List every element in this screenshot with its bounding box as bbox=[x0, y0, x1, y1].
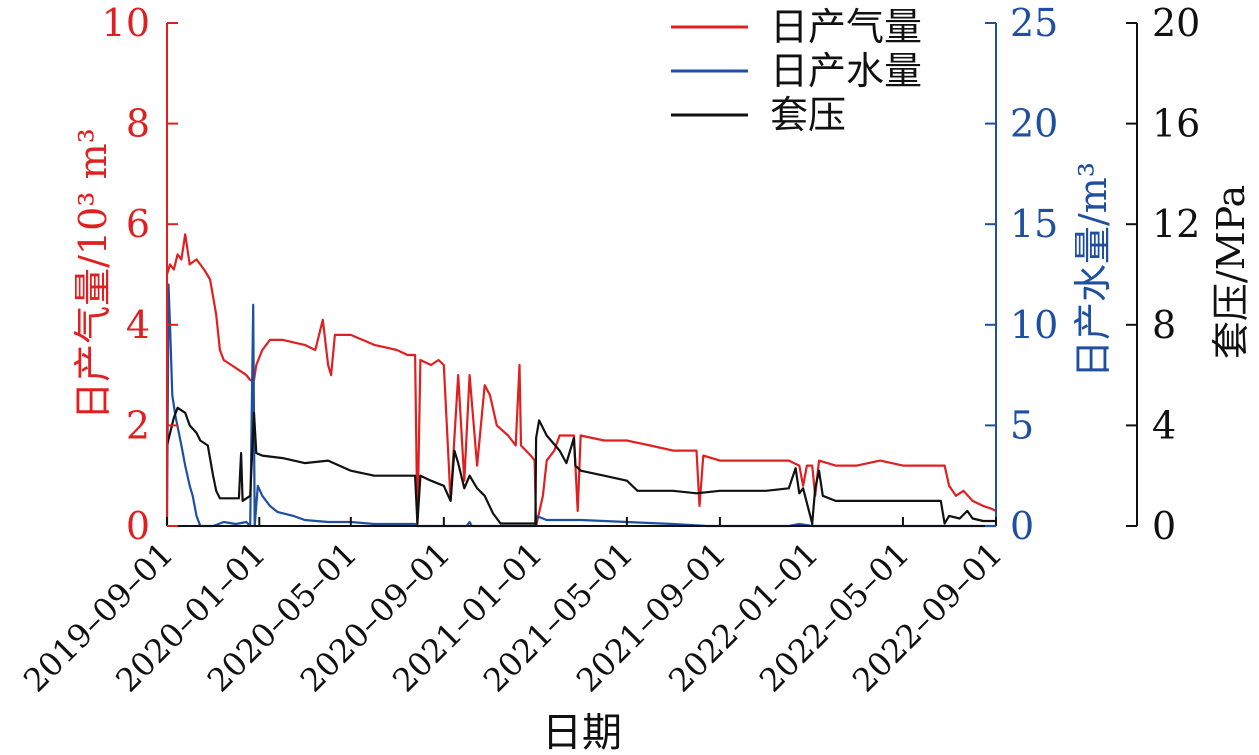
water-axis-tick-label: 10 bbox=[1010, 303, 1058, 347]
pressure-axis-tick-label: 20 bbox=[1152, 1, 1200, 45]
left-axis-tick-label: 2 bbox=[126, 403, 150, 447]
water-axis-tick-label: 0 bbox=[1010, 504, 1034, 548]
pressure-axis-ticks: 0 4 8 12 16 20 bbox=[1126, 1, 1200, 548]
pressure-axis-tick-label: 0 bbox=[1152, 504, 1176, 548]
legend: 日产气量 日产水量 套压 bbox=[671, 5, 922, 137]
legend-entry-gas: 日产气量 bbox=[671, 5, 922, 49]
x-axis-label: 日期 bbox=[542, 710, 622, 755]
left-axis-label: 日产气量/10³ m³ bbox=[71, 128, 115, 420]
pressure-axis-tick-label: 4 bbox=[1152, 403, 1176, 447]
left-axis-tick-label: 6 bbox=[126, 202, 150, 246]
left-axis-tick-label: 4 bbox=[126, 303, 150, 347]
series-line-pressure bbox=[165, 406, 996, 525]
pressure-axis-tick-label: 12 bbox=[1152, 202, 1200, 246]
pressure-axis-tick-label: 16 bbox=[1152, 102, 1200, 146]
left-axis-tick-label: 8 bbox=[126, 102, 150, 146]
left-axis-tick-label: 0 bbox=[126, 504, 150, 548]
pressure-axis-tick-label: 8 bbox=[1152, 303, 1176, 347]
pressure-axis-label: 套压/MPa bbox=[1209, 185, 1253, 359]
water-axis-tick-label: 5 bbox=[1010, 403, 1034, 447]
legend-label-gas: 日产气量 bbox=[770, 5, 922, 49]
water-axis-tick-label: 20 bbox=[1010, 102, 1058, 146]
water-axis-tick-label: 25 bbox=[1010, 1, 1058, 45]
legend-label-water: 日产水量 bbox=[770, 49, 922, 93]
x-ticks: 2019–09–012020–01–012020–05–012020–09–01… bbox=[16, 517, 1010, 699]
series-line-water bbox=[165, 283, 996, 528]
series-line-gas bbox=[165, 233, 997, 528]
legend-label-pressure: 套压 bbox=[770, 93, 846, 137]
left-axis-ticks: 0 2 4 6 8 10 bbox=[102, 1, 178, 548]
water-axis-ticks: 0 5 10 15 20 25 bbox=[985, 1, 1058, 548]
water-axis-tick-label: 15 bbox=[1010, 202, 1058, 246]
legend-entry-pressure: 套压 bbox=[671, 93, 846, 137]
legend-entry-water: 日产水量 bbox=[671, 49, 922, 93]
series-layer bbox=[165, 233, 997, 528]
axes-layer: 2019–09–012020–01–012020–05–012020–09–01… bbox=[16, 1, 1200, 699]
water-axis-label: 日产水量/m³ bbox=[1071, 162, 1115, 378]
left-axis-tick-label: 10 bbox=[102, 1, 150, 45]
